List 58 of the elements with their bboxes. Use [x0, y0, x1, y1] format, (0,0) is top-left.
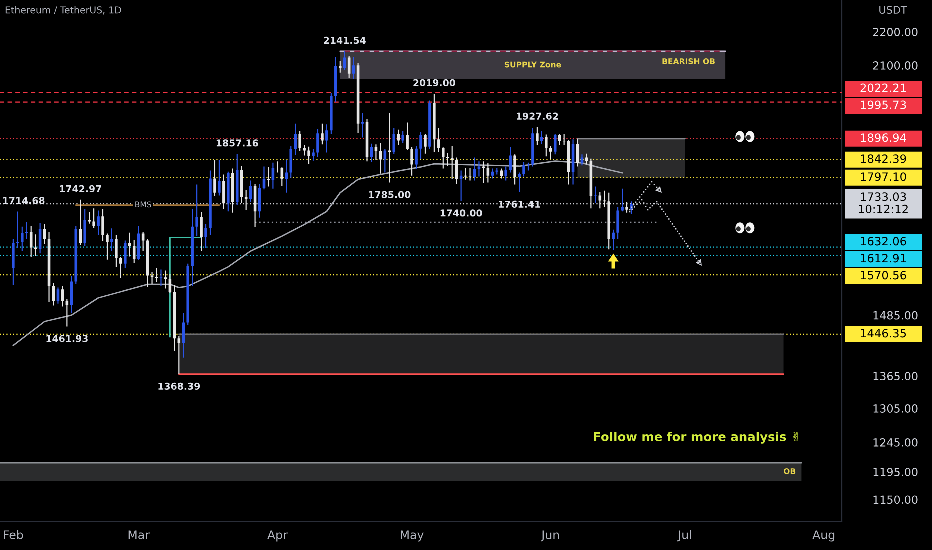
annotation: 1761.41: [499, 200, 540, 208]
x-tick-label: May: [400, 530, 424, 542]
candlestick: [88, 212, 91, 224]
candlestick: [388, 113, 392, 183]
ref-line-label: 1797.10: [861, 172, 906, 182]
ref-line-label: 2022.21: [860, 84, 906, 92]
candlestick: [267, 167, 270, 187]
annotation: 1368.39: [158, 382, 200, 390]
annotation: 1785.00: [369, 191, 411, 198]
y-tick-label: 1305.00: [874, 404, 918, 413]
candlestick: [150, 272, 154, 285]
y-axis-title: USDT: [880, 6, 908, 14]
ref-line-label: 1632.06: [861, 237, 906, 246]
ref-line-label: 1896.94: [861, 134, 906, 142]
ref-line-label: 1570.56: [861, 271, 906, 280]
y-tick-label: 1485.00: [874, 311, 918, 320]
annotation: 1740.00: [440, 210, 482, 217]
annotation: Follow me for more analysis ✌: [594, 432, 798, 444]
x-tick-label: Jun: [541, 530, 560, 542]
candlestick: [160, 270, 163, 286]
annotation: 1927.62: [517, 112, 558, 120]
ref-line-label: 1612.91: [861, 254, 906, 263]
y-tick-label: 2100.00: [873, 62, 918, 70]
candlestick: [496, 168, 499, 175]
candlestick: [478, 162, 481, 177]
candlestick: [25, 222, 28, 240]
candlestick: [164, 270, 168, 289]
x-tick-label: Apr: [268, 530, 288, 542]
annotation: 1714.68: [3, 197, 45, 204]
annotation: 2141.54: [324, 36, 366, 44]
y-tick-label: 2200.00: [873, 28, 918, 36]
ref-line-label: 1446.35: [861, 329, 906, 338]
annotation: 1742.97: [60, 185, 102, 193]
candlestick: [468, 168, 472, 181]
candlestick: [361, 113, 364, 138]
x-tick-label: Feb: [4, 530, 24, 540]
annotation: 1857.16: [216, 140, 258, 147]
candlestick: [276, 162, 280, 173]
annotation: 2019.00: [414, 79, 456, 87]
annotation: 1461.93: [46, 335, 88, 342]
candlestick: [155, 268, 158, 282]
y-tick-label: 1150.00: [874, 496, 918, 504]
ref-line-label: 1842.39: [861, 154, 906, 164]
x-tick-label: Aug: [812, 530, 835, 542]
y-tick-label: 1245.00: [874, 438, 918, 447]
ref-line-label: 1995.73: [861, 100, 906, 110]
y-tick-label: 1365.00: [874, 372, 918, 381]
candlestick: [585, 154, 588, 165]
candlestick: [473, 158, 476, 181]
text: Ethereum / TetherUS, 1D: [6, 6, 122, 15]
y-tick-label: 1195.00: [874, 468, 918, 476]
x-tick-label: Jul: [678, 530, 692, 542]
x-tick-label: Mar: [128, 530, 150, 540]
candlestick: [603, 190, 606, 208]
ref-line-label: 1733.03 10:12:12: [859, 192, 908, 214]
candlestick: [374, 144, 378, 160]
candlestick: [464, 168, 468, 180]
candlestick: [16, 212, 20, 248]
